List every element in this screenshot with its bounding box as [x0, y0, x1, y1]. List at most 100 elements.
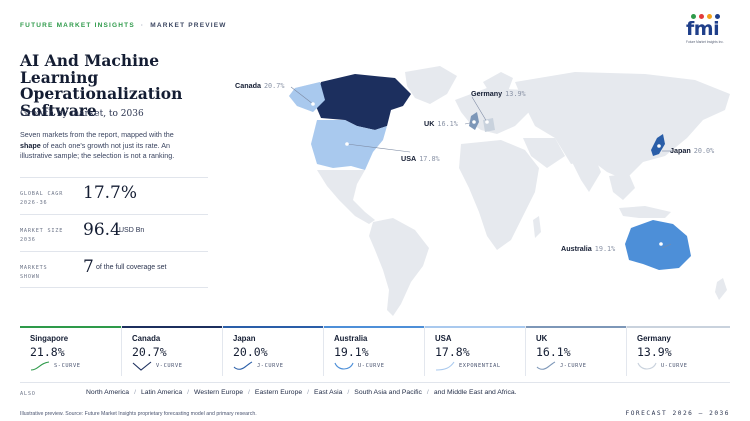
world-map-svg	[289, 66, 730, 316]
report-title: AI And Machine Learning Operationalizati…	[20, 51, 183, 120]
region-list: North America / Latin America / Western Euro…	[86, 389, 517, 396]
card-accent-bar	[425, 326, 525, 328]
usa-shape	[311, 120, 387, 170]
market-card-germany[interactable]: Germany 13.9% U-CURVE	[626, 326, 730, 376]
callout-name: Canada	[235, 81, 261, 90]
logo-letters: fmi	[686, 18, 720, 40]
region-link[interactable]: South Asia and Pacific	[354, 389, 422, 396]
kpi-label: MARKETS SHOWN	[20, 265, 48, 280]
callout-value: 17.8%	[419, 155, 440, 163]
report-description: Seven markets from the report, mapped wi…	[20, 130, 195, 162]
australia-shape	[625, 220, 691, 270]
market-name: USA	[435, 334, 452, 343]
kpi-unit: USD Bn	[119, 227, 145, 234]
callout-value: 20.0%	[693, 147, 715, 155]
market-growth: 19.1%	[334, 345, 369, 359]
region-link[interactable]: Latin America	[140, 389, 183, 396]
j-curve-icon	[536, 361, 556, 370]
market-cards: Singapore 21.8% S-CURVE Canada 20.7% V-C…	[20, 326, 730, 376]
region-link[interactable]: Western Europe	[194, 389, 244, 396]
market-card-uk[interactable]: UK 16.1% J-CURVE	[525, 326, 626, 376]
kpi-label: GLOBAL CAGR 2026-36	[20, 191, 64, 206]
market-card-japan[interactable]: Japan 20.0% J-CURVE	[222, 326, 323, 376]
market-growth: 20.7%	[132, 345, 167, 359]
separator: ·	[140, 22, 145, 29]
callout-value: 20.7%	[263, 82, 285, 90]
callout-name: Japan	[670, 146, 691, 155]
callout-australia: Australia 19.1%	[561, 244, 615, 253]
callout-name: Germany	[471, 89, 503, 98]
market-growth: 17.8%	[435, 345, 470, 359]
callout-usa: USA 17.8%	[401, 154, 440, 163]
top-line: FUTURE MARKET INSIGHTS · MARKET PREVIEW	[20, 22, 227, 29]
shape-label: U-CURVE	[661, 363, 688, 369]
j-curve-icon	[233, 361, 253, 370]
kpi-value: 17.7%	[83, 183, 138, 203]
also-label: ALSO	[20, 391, 36, 397]
market-growth: 21.8%	[30, 345, 65, 359]
world-map: Canada 20.7% Germany 13.9% UK 16.1% USA 17.8…	[225, 60, 745, 320]
callout-value: 13.9%	[505, 90, 526, 98]
market-growth: 16.1%	[536, 345, 571, 359]
germany-shape	[483, 118, 495, 132]
card-accent-bar	[324, 326, 424, 328]
u-curve-icon	[637, 362, 657, 370]
market-growth: 20.0%	[233, 345, 268, 359]
callout-name: UK	[424, 119, 435, 128]
fmi-logo[interactable]: fmi Future Market Insights Inc.	[684, 14, 730, 44]
description-start: Seven markets from the report, mapped wi…	[20, 130, 174, 139]
callout-canada: Canada 20.7%	[235, 81, 284, 90]
kpi-value: 96.4	[83, 220, 121, 240]
market-name: Japan	[233, 334, 256, 343]
market-name: Singapore	[30, 334, 69, 343]
region-link[interactable]: and Middle East and Africa.	[433, 389, 517, 396]
section-label: MARKET PREVIEW	[150, 22, 227, 29]
market-dots	[311, 102, 663, 246]
callout-value: 19.1%	[594, 245, 616, 253]
forecast-range: FORECAST 2026 – 2036	[625, 410, 730, 417]
callout-uk: UK 16.1%	[424, 119, 458, 128]
shape-label: EXPONENTIAL	[459, 363, 501, 369]
kpi-markets-shown: MARKETS SHOWN 7 of the full coverage set	[20, 251, 208, 288]
also-covered-row: ALSO North America / Latin America / Western…	[20, 382, 730, 404]
exponential-curve-icon	[435, 361, 455, 371]
market-card-usa[interactable]: USA 17.8% EXPONENTIAL	[424, 326, 525, 376]
shape-label: J-CURVE	[257, 363, 284, 369]
market-name: Canada	[132, 334, 161, 343]
callout-name: Australia	[561, 244, 592, 253]
shape-label: U-CURVE	[358, 363, 385, 369]
callout-germany: Germany 13.9%	[471, 89, 526, 98]
description-bold: shape	[20, 140, 41, 150]
brand-name: FUTURE MARKET INSIGHTS	[20, 22, 135, 29]
region-link[interactable]: East Asia	[314, 389, 343, 396]
description-end: of each one's growth not just its rate. …	[20, 140, 175, 161]
v-curve-icon	[132, 361, 152, 371]
callout-value: 16.1%	[437, 120, 458, 128]
card-accent-bar	[526, 326, 626, 328]
region-link[interactable]: Eastern Europe	[254, 389, 303, 396]
card-accent-bar	[20, 326, 121, 328]
market-name: UK	[536, 334, 548, 343]
footer-note: Illustrative preview. Source: Future Mar…	[20, 411, 257, 417]
market-growth: 13.9%	[637, 345, 672, 359]
callout-name: USA	[401, 154, 417, 163]
logo-dots-icon	[691, 14, 725, 20]
report-subtitle: Growth by market, to 2036	[20, 109, 144, 119]
u-curve-icon	[334, 362, 354, 370]
market-name: Australia	[334, 334, 368, 343]
logo-tagline: Future Market Insights Inc.	[686, 40, 724, 44]
market-card-singapore[interactable]: Singapore 21.8% S-CURVE	[20, 326, 121, 376]
card-accent-bar	[627, 326, 730, 328]
kpi-label: MARKET SIZE 2036	[20, 228, 64, 243]
kpi-unit: of the full coverage set	[96, 264, 167, 271]
market-card-canada[interactable]: Canada 20.7% V-CURVE	[121, 326, 222, 376]
shape-label: V-CURVE	[156, 363, 183, 369]
canada-shape	[315, 74, 411, 130]
card-accent-bar	[122, 326, 222, 328]
callout-japan: Japan 20.0%	[670, 146, 714, 155]
market-card-australia[interactable]: Australia 19.1% U-CURVE	[323, 326, 424, 376]
s-curve-icon	[30, 361, 50, 371]
alaska-shape	[289, 82, 325, 112]
region-link[interactable]: North America	[86, 389, 130, 396]
shape-label: S-CURVE	[54, 363, 81, 369]
